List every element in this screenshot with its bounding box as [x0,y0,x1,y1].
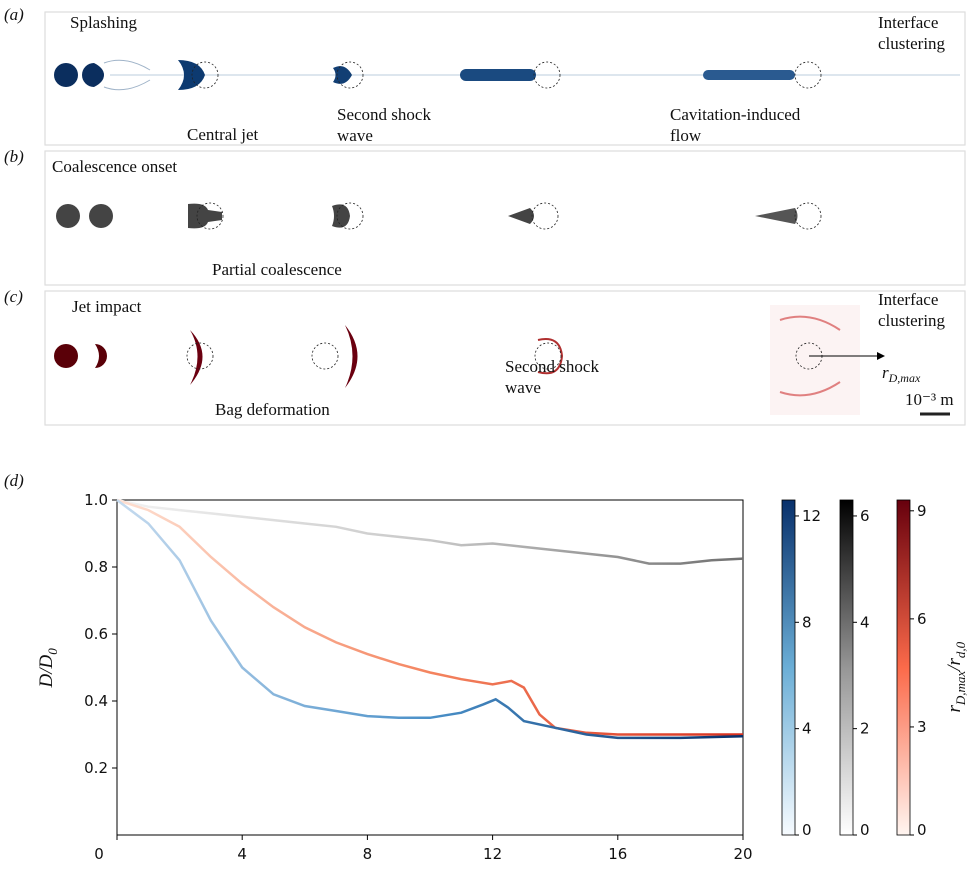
y-tick-label: 0.2 [84,759,108,777]
annotation: Splashing [70,13,138,32]
annotation: wave [337,126,373,145]
panel-letter: (c) [4,287,23,306]
colorbar-tick-label: 0 [917,821,927,839]
annotation: clustering [878,311,946,330]
x-tick-label: 16 [608,845,627,863]
x-tick-label: 12 [483,845,502,863]
plot-frame [117,500,743,835]
y-tick-label: 1.0 [84,491,108,509]
data-line [117,500,743,738]
annotation: wave [505,378,541,397]
x-tick-label: 8 [363,845,373,863]
data-line [117,500,743,564]
annotation: Second shock [505,357,599,376]
annotation: Second shock [337,105,431,124]
colorbar-tick-label: 4 [802,720,812,738]
colorbar [782,500,795,835]
x-tick-label: 0 [94,845,104,863]
y-axis-label: D/D0 [36,648,60,689]
annotation: Interface [878,290,938,309]
scale-bar-label: 10⁻³ m [905,390,954,409]
y-tick-label: 0.6 [84,625,108,643]
colorbar-tick-label: 8 [802,613,812,631]
y-tick-label: 0.8 [84,558,108,576]
label-part: /r [944,658,965,672]
label-part: d,0 [953,641,968,658]
annotation: Interface [878,13,938,32]
x-tick-label: 4 [237,845,247,863]
colorbar [840,500,853,835]
colorbar-tick-label: 0 [860,821,870,839]
label-part: 0 [45,648,60,655]
colorbar-tick-label: 2 [860,720,870,738]
colorbar-tick-label: 9 [917,502,927,520]
panel-b-frame [45,151,965,285]
annotation: Partial coalescence [212,260,342,279]
figure: (a) Splashing Central jet Second shock w… [0,0,973,873]
label-part: D/D [36,655,57,689]
panel-letter: (a) [4,5,24,24]
panel-c-snapshots [54,305,950,415]
label-part: D,max [953,671,968,707]
panel-a-snapshots [54,60,960,90]
colorbar-tick-label: 3 [917,718,927,736]
panel-b-snapshots [56,203,821,229]
colorbar-tick-label: 6 [860,507,870,525]
annotation: flow [670,126,702,145]
arrow-label: rD,max [882,363,921,385]
colorbar-label: rD,max/rd,0 [944,641,968,712]
annotation: Bag deformation [215,400,330,419]
colorbar [897,500,910,835]
y-tick-label: 0.4 [84,692,108,710]
data-line [117,500,743,735]
panel-letter: (b) [4,147,24,166]
annotation: clustering [878,34,946,53]
annotation: Coalescence onset [52,157,177,176]
colorbar-tick-label: 4 [860,613,870,631]
annotation: Jet impact [72,297,142,316]
colorbar-tick-label: 0 [802,821,812,839]
colorbar-tick-label: 12 [802,507,821,525]
annotation: Cavitation-induced [670,105,801,124]
label-part: D,max [888,371,921,385]
panel-letter: (d) [4,471,24,490]
annotation: Central jet [187,125,259,144]
colorbar-tick-label: 6 [917,610,927,628]
x-tick-label: 20 [733,845,752,863]
